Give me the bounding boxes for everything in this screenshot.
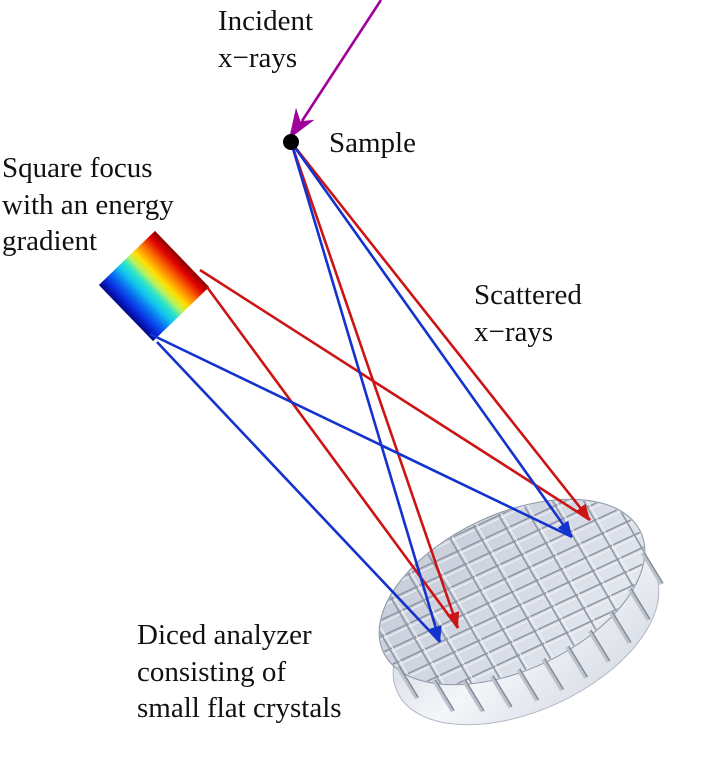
diced-analyzer-label: Diced analyzer consisting of small flat …: [137, 617, 342, 727]
square-focus-line3: gradient: [2, 225, 98, 257]
incident-xrays-line2: x−rays: [218, 41, 298, 74]
ray-sample-to-analyzer-far-red: [289, 141, 592, 521]
incident-beam-line: [300, 0, 383, 122]
square-focus-gradient: [98, 230, 210, 342]
ray-analyzer-far-to-focus-blue: [149, 332, 573, 539]
low-energy-rays: [149, 141, 574, 643]
square-focus-line1: Square focus: [2, 152, 153, 184]
incident-xrays-label: Incident x−rays: [218, 3, 313, 76]
high-energy-rays: [199, 141, 592, 629]
sample-label: Sample: [329, 127, 416, 159]
diced-analyzer-line2: consisting of: [137, 655, 287, 688]
ray-analyzer-near-to-focus-red: [205, 286, 460, 629]
ray-sample-to-analyzer-near-red: [289, 141, 460, 629]
incident-beam: [289, 0, 383, 139]
diced-analyzer-line3: small flat crystals: [137, 692, 342, 724]
incident-arrowhead-icon: [289, 107, 315, 139]
scattered-xrays-line2: x−rays: [474, 315, 554, 348]
crystal-pins: [396, 551, 664, 713]
scattered-xrays-line1: Scattered: [474, 279, 582, 311]
ray-analyzer-far-to-focus-red: [199, 268, 591, 522]
ray-analyzer-near-to-focus-blue: [156, 341, 441, 643]
ray-sample-to-analyzer-near-blue: [289, 141, 442, 643]
square-focus-line2: with an energy: [2, 188, 174, 221]
sample-dot: [283, 134, 299, 150]
scattered-xrays-label: Scattered x−rays: [474, 277, 582, 350]
square-focus-label: Square focus with an energy gradient: [2, 150, 174, 260]
incident-xrays-line1: Incident: [218, 5, 314, 37]
diced-analyzer-disk: [351, 463, 673, 726]
diced-analyzer-line1: Diced analyzer: [137, 619, 312, 651]
ray-sample-to-analyzer-far-blue: [289, 141, 574, 538]
